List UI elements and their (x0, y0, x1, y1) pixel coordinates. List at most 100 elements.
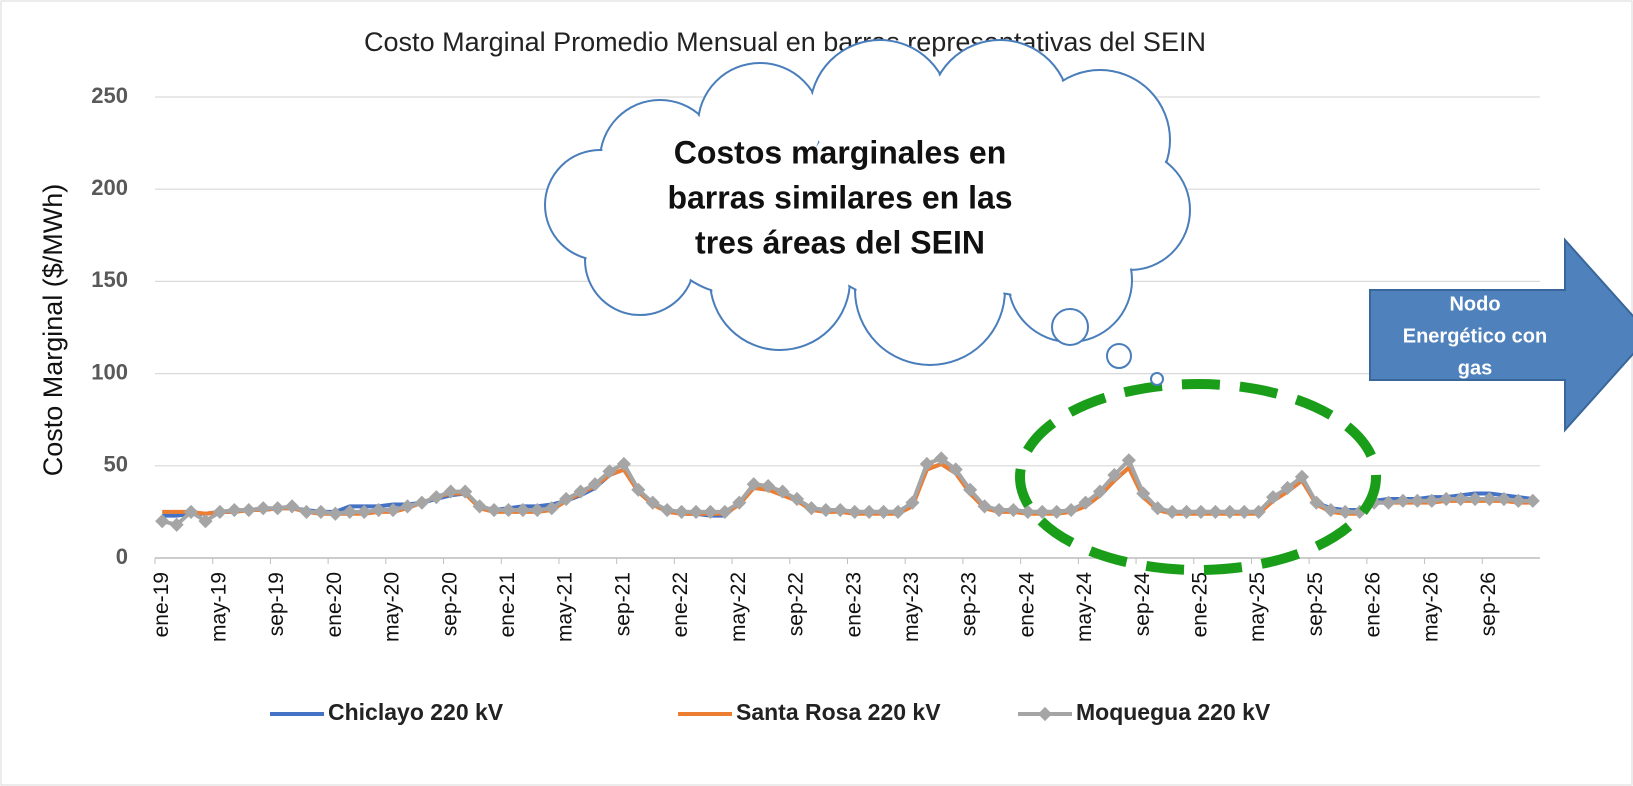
marker (934, 451, 949, 466)
x-tick-label: ene-20 (323, 572, 346, 637)
marker (1424, 493, 1439, 508)
marker (948, 462, 963, 477)
x-tick-label: may-25 (1246, 572, 1269, 642)
marker (1020, 504, 1035, 519)
marker (342, 504, 357, 519)
marker (515, 502, 530, 518)
marker (1064, 502, 1079, 518)
marker (890, 504, 906, 519)
cloud-fill (546, 151, 654, 259)
marker (256, 501, 271, 516)
arrow-text: gas (1458, 357, 1492, 379)
y-tick-label: 150 (91, 267, 128, 292)
marker (486, 502, 502, 518)
x-tick-label: may-23 (900, 572, 923, 642)
marker (1035, 504, 1050, 519)
x-tick-label: ene-21 (496, 572, 519, 637)
marker (1222, 504, 1237, 519)
marker (1136, 486, 1151, 501)
marker (660, 502, 675, 518)
marker (905, 495, 920, 510)
marker (631, 482, 646, 497)
marker (775, 484, 790, 499)
legend-label: Chiclayo 220 kV (328, 699, 504, 725)
highlight-ellipse (1015, 379, 1381, 575)
arrow-text: Energético con (1403, 325, 1547, 347)
marker (1439, 491, 1454, 507)
marker (1006, 502, 1021, 518)
marker (1338, 504, 1353, 519)
marker (1280, 480, 1295, 495)
marker (789, 491, 805, 507)
marker (804, 501, 819, 516)
marker (732, 495, 747, 510)
marker (746, 477, 761, 492)
x-tick-label: ene-22 (669, 572, 692, 637)
y-tick-label: 100 (91, 359, 128, 384)
marker (284, 499, 300, 514)
marker (587, 477, 603, 492)
marker (1092, 484, 1108, 499)
marker (1482, 491, 1497, 507)
marker (1496, 491, 1512, 507)
x-tick-label: may-19 (207, 572, 230, 642)
marker (674, 504, 689, 519)
marker (472, 499, 487, 514)
cloud-bubble (1051, 308, 1089, 346)
marker (443, 484, 458, 499)
marker (1525, 493, 1540, 508)
marker (1049, 504, 1064, 519)
y-tick-label: 200 (91, 175, 128, 200)
legend: Chiclayo 220 kV Santa Rosa 220 kV Moquegua… (270, 699, 1271, 725)
marker (1453, 491, 1468, 507)
x-tick-label: ene-24 (1015, 572, 1038, 638)
marker (833, 502, 848, 518)
marker (530, 502, 545, 518)
marker (761, 479, 776, 494)
marker (501, 502, 516, 518)
marker (1165, 504, 1180, 519)
lines (155, 451, 1540, 532)
x-tick-label: sep-26 (1477, 572, 1500, 636)
x-tick-label: sep-25 (1304, 572, 1327, 636)
x-tick-label: may-20 (381, 572, 404, 642)
x-tick-label: may-22 (727, 572, 750, 642)
marker (414, 495, 429, 510)
grid: 0 50 100 150 200 250 ene-19 may-19 sep-19 ene-20 m… (91, 83, 1540, 642)
cloud-fill (931, 116, 1109, 294)
marker (862, 504, 877, 519)
x-tick-label: sep-22 (785, 572, 808, 636)
x-tick-label: may-26 (1419, 572, 1442, 642)
marker (602, 464, 617, 479)
marker (645, 495, 660, 510)
x-tick-label: ene-25 (1189, 572, 1212, 637)
x-tick-label: sep-19 (265, 572, 288, 636)
marker (1179, 504, 1194, 519)
x-tick-label: may-24 (1073, 572, 1096, 642)
marker (1193, 504, 1209, 519)
legend-marker (1037, 706, 1053, 722)
marker (328, 506, 343, 521)
marker (1266, 490, 1281, 505)
marker (1323, 502, 1338, 518)
y-tick-label: 250 (91, 83, 128, 108)
marker (1381, 495, 1396, 510)
cloud-text: Costos marginales en (674, 134, 1007, 170)
marker (371, 502, 386, 518)
marker (270, 501, 285, 516)
marker (919, 456, 934, 472)
marker (616, 456, 631, 472)
marker (573, 484, 588, 499)
marker (1121, 453, 1136, 468)
marker (977, 499, 992, 514)
y-tick-label: 50 (104, 452, 128, 477)
x-tick-label: sep-20 (438, 572, 461, 636)
marker (155, 514, 170, 529)
marker (1468, 491, 1483, 507)
marker (544, 501, 559, 516)
marker (400, 499, 415, 514)
marker (1208, 504, 1223, 519)
x-tick-label: sep-21 (611, 572, 634, 636)
marker (1078, 495, 1093, 510)
